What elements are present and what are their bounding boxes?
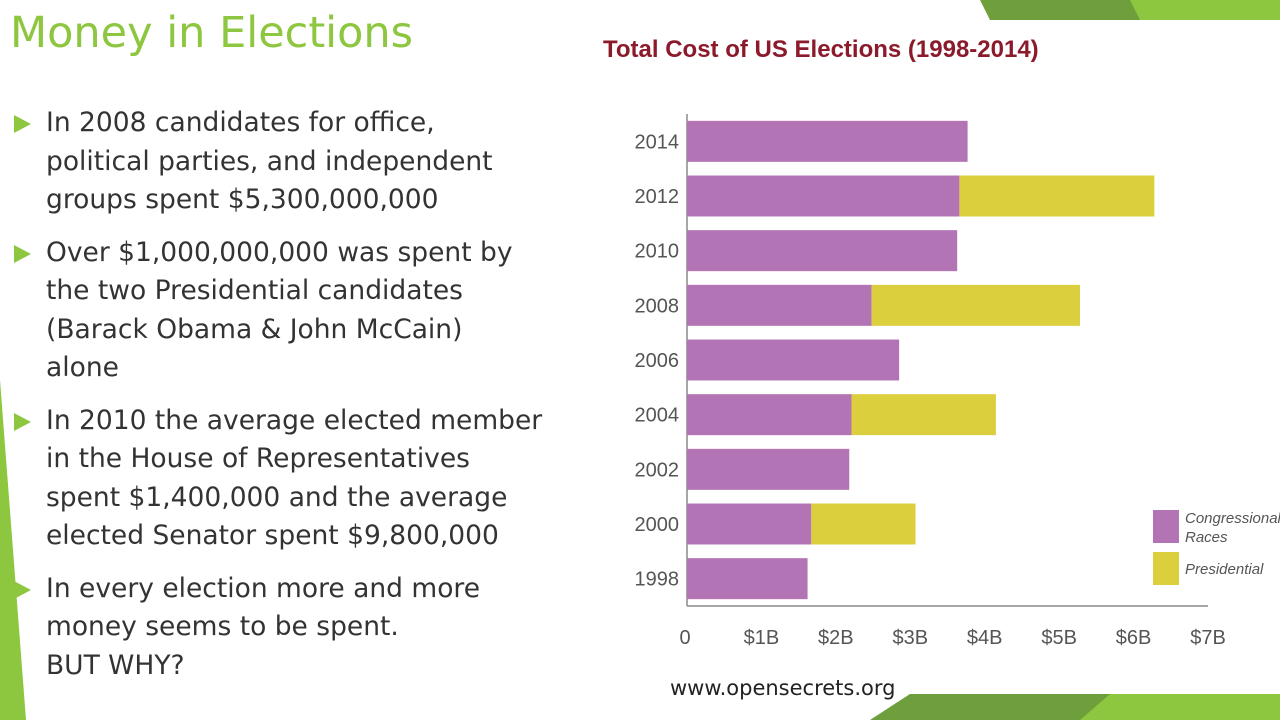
- bar-2002-congressional: [687, 448, 850, 490]
- bar-2004-congressional: [687, 394, 852, 436]
- y-tick-label: 2000: [635, 514, 680, 536]
- y-tick-label: 1998: [635, 569, 680, 591]
- triangle-bullet-icon: [14, 244, 31, 263]
- bullet-item: In 2008 candidates for office, political…: [12, 104, 587, 220]
- bar-2004-presidential: [851, 394, 996, 436]
- legend-label: Presidential: [1185, 561, 1264, 578]
- y-tick-label: 2004: [635, 405, 680, 427]
- stacked-bar-chart: 2014 2012 2010 2008 2006 2004 2002 2000 1998 0 $1B…: [635, 114, 1280, 649]
- bar-2010-congressional: [687, 230, 958, 272]
- y-tick-label: 2008: [635, 295, 680, 317]
- bar-2012-congressional: [687, 175, 960, 217]
- source-link[interactable]: www.opensecrets.org: [670, 676, 896, 700]
- bar-2000-presidential: [811, 503, 916, 545]
- x-tick-label: $1B: [744, 627, 780, 649]
- bullet-text: In 2008 candidates for office, political…: [46, 107, 493, 215]
- x-tick-label: $7B: [1190, 627, 1226, 649]
- bullet-text: Over $1,000,000,000 was spent by the two…: [46, 236, 513, 384]
- triangle-bullet-icon: [14, 115, 31, 133]
- decorative-corner-top-right: [980, 0, 1280, 20]
- x-tick-label: $2B: [818, 627, 854, 649]
- bar-2008-presidential: [871, 284, 1080, 326]
- triangle-bullet-icon: [14, 412, 31, 431]
- y-tick-label: 2014: [635, 131, 680, 153]
- x-tick-label: $4B: [967, 627, 1003, 649]
- bullet-item: Over $1,000,000,000 was spent by the two…: [12, 234, 587, 388]
- y-tick-label: 2002: [635, 459, 680, 481]
- x-tick-label: $6B: [1116, 627, 1152, 649]
- legend-swatch-congressional: [1153, 510, 1179, 543]
- triangle-bullet-icon: [14, 580, 31, 599]
- decorative-corner-bottom-right: [870, 694, 1280, 720]
- x-tick-label: $3B: [892, 627, 928, 649]
- y-tick-label: 2006: [635, 350, 680, 372]
- bullet-text: In 2010 the average elected member in th…: [46, 404, 543, 552]
- bar-1998-congressional: [687, 558, 808, 600]
- bullet-list: In 2008 candidates for office, political…: [12, 104, 587, 699]
- chart-title: Total Cost of US Elections (1998-2014): [603, 36, 1039, 63]
- bar-2012-presidential: [959, 175, 1155, 217]
- bar-2000-congressional: [687, 503, 812, 545]
- bar-2014-congressional: [687, 120, 968, 162]
- bullet-text: In every election more and more money se…: [46, 572, 481, 681]
- bullet-item: In every election more and more money se…: [12, 570, 587, 686]
- y-tick-label: 2012: [635, 186, 680, 208]
- bullet-item: In 2010 the average elected member in th…: [12, 402, 587, 556]
- decorative-edge-left: [0, 380, 26, 720]
- x-tick-label: $5B: [1041, 627, 1077, 649]
- bar-2006-congressional: [687, 339, 900, 381]
- x-tick-label: 0: [679, 627, 690, 649]
- slide-title: Money in Elections: [10, 8, 414, 58]
- bar-2008-congressional: [687, 284, 872, 326]
- legend-swatch-presidential: [1153, 552, 1179, 585]
- y-tick-label: 2010: [635, 241, 680, 263]
- legend-label: Congressional Races: [1185, 510, 1280, 546]
